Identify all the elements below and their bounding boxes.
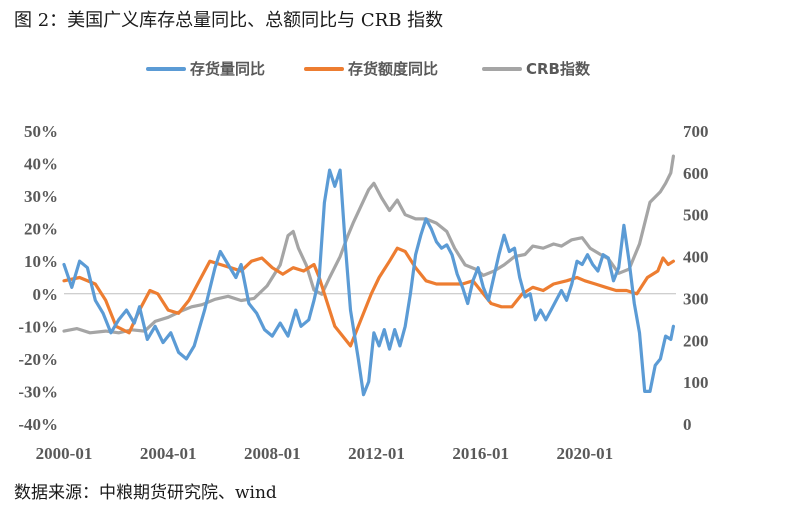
y-left-tick-label: -20% [18, 350, 58, 369]
series-line-0 [62, 168, 675, 397]
y-axis-right: 700 600 500 400 300 200 100 0 [683, 122, 709, 434]
legend-label-2: CRB指数 [526, 60, 591, 78]
series-layer [62, 154, 675, 397]
x-tick-label: 2000-01 [36, 444, 93, 463]
legend: 存货量同比 存货额度同比 CRB指数 [146, 60, 591, 78]
legend-label-0: 存货量同比 [190, 60, 265, 78]
y-left-tick-label: -30% [18, 382, 58, 401]
y-left-tick-label: 40% [24, 155, 58, 174]
y-left-tick-label: 10% [24, 252, 58, 271]
y-right-tick-label: 700 [683, 122, 709, 141]
x-tick-label: 2008-01 [244, 444, 301, 463]
x-tick-label: 2004-01 [140, 444, 197, 463]
y-right-tick-label: 0 [683, 415, 692, 434]
x-axis: 2000-01 2004-01 2008-01 2012-01 2016-01 2020-… [36, 444, 614, 463]
y-right-tick-label: 400 [683, 248, 709, 267]
y-left-tick-label: 50% [24, 122, 58, 141]
y-right-tick-label: 600 [683, 164, 709, 183]
y-right-tick-label: 200 [683, 331, 709, 350]
x-tick-label: 2016-01 [452, 444, 509, 463]
y-left-tick-label: -10% [18, 317, 58, 336]
source-note: 数据来源：中粮期货研究院、wind [14, 483, 277, 503]
y-left-tick-label: 0% [33, 285, 59, 304]
y-left-tick-label: 30% [24, 187, 58, 206]
y-right-tick-label: 100 [683, 373, 709, 392]
x-tick-label: 2012-01 [348, 444, 405, 463]
x-tick-label: 2020-01 [557, 444, 614, 463]
legend-label-1: 存货额度同比 [348, 60, 438, 78]
y-right-tick-label: 500 [683, 206, 709, 225]
y-left-tick-label: -40% [18, 415, 58, 434]
y-right-tick-label: 300 [683, 289, 709, 308]
series-line-1 [62, 246, 675, 348]
figure-title: 图 2：美国广义库存总量同比、总额同比与 CRB 指数 [14, 10, 444, 31]
y-left-tick-label: 20% [24, 220, 58, 239]
series-line-2 [62, 154, 675, 335]
y-axis-left: 50% 40% 30% 20% 10% 0% -10% -20% -30% -40% [18, 122, 58, 434]
